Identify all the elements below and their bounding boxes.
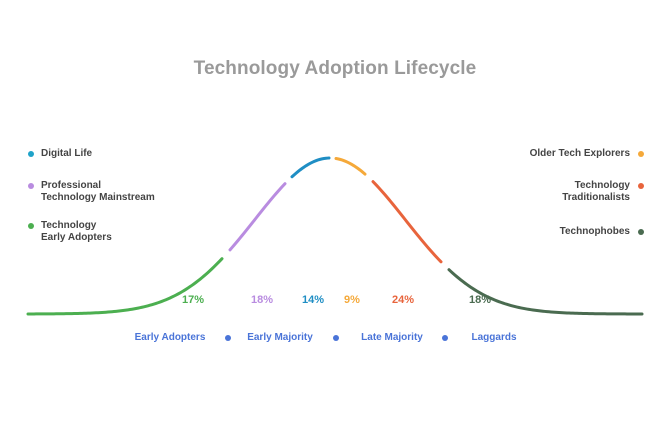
adoption-stages: Early Adopters Early Majority Late Major…	[0, 332, 670, 346]
legend-label-line2: Early Adopters	[41, 232, 112, 243]
percent-label: 9%	[344, 294, 360, 306]
legend-label: Digital Life	[41, 148, 93, 159]
stage-laggards: Laggards	[471, 332, 517, 343]
legend-label: Technophobes	[559, 226, 630, 237]
percent-label: 17%	[181, 294, 205, 306]
legend-label-line2: Technology Mainstream	[41, 192, 155, 203]
curve-segment-professional-technology-mainstream	[228, 182, 287, 252]
percent-label: 18%	[468, 294, 492, 306]
legend-item-professional-technology-mainstream: Professional Technology Mainstream	[28, 180, 155, 204]
stage-separator-dot	[333, 335, 339, 341]
legend-item-technophobes: Technophobes	[560, 226, 644, 238]
legend-dot	[28, 223, 34, 229]
legend-item-technology-traditionalists: Technology Traditionalists	[562, 180, 644, 204]
percent-label: 24%	[391, 294, 415, 306]
legend-label: Technology	[574, 180, 630, 191]
chart-title: Technology Adoption Lifecycle	[193, 58, 477, 79]
curve-segment-digital-life	[290, 156, 331, 179]
legend-label: Professional	[41, 180, 102, 191]
percent-label: 14%	[301, 294, 325, 306]
stage-early-majority: Early Majority	[247, 332, 313, 343]
legend-dot	[638, 229, 644, 235]
legend-dot	[638, 151, 644, 157]
curve-segment-technophobes	[447, 268, 644, 316]
legend-item-technology-early-adopters: Technology Early Adopters	[28, 220, 112, 244]
legend-dot	[28, 151, 34, 157]
legend-label: Technology	[41, 220, 97, 231]
curve-segment-technology-traditionalists	[371, 180, 443, 264]
legend-label: Older Tech Explorers	[529, 148, 630, 159]
legend-dot	[638, 183, 644, 189]
stage-late-majority: Late Majority	[361, 332, 423, 343]
legend-item-older-tech-explorers: Older Tech Explorers	[530, 148, 644, 160]
percent-label: 18%	[250, 294, 274, 306]
stage-early-adopters: Early Adopters	[134, 332, 206, 343]
curve-segment-technology-early-adopters	[26, 257, 224, 316]
legend-item-digital-life: Digital Life	[28, 148, 92, 160]
legend-dot	[28, 183, 34, 189]
stage-separator-dot	[442, 335, 448, 341]
stage-separator-dot	[225, 335, 231, 341]
legend-label-line2: Traditionalists	[562, 192, 630, 203]
curve-segment-older-tech-explorers	[334, 157, 367, 176]
